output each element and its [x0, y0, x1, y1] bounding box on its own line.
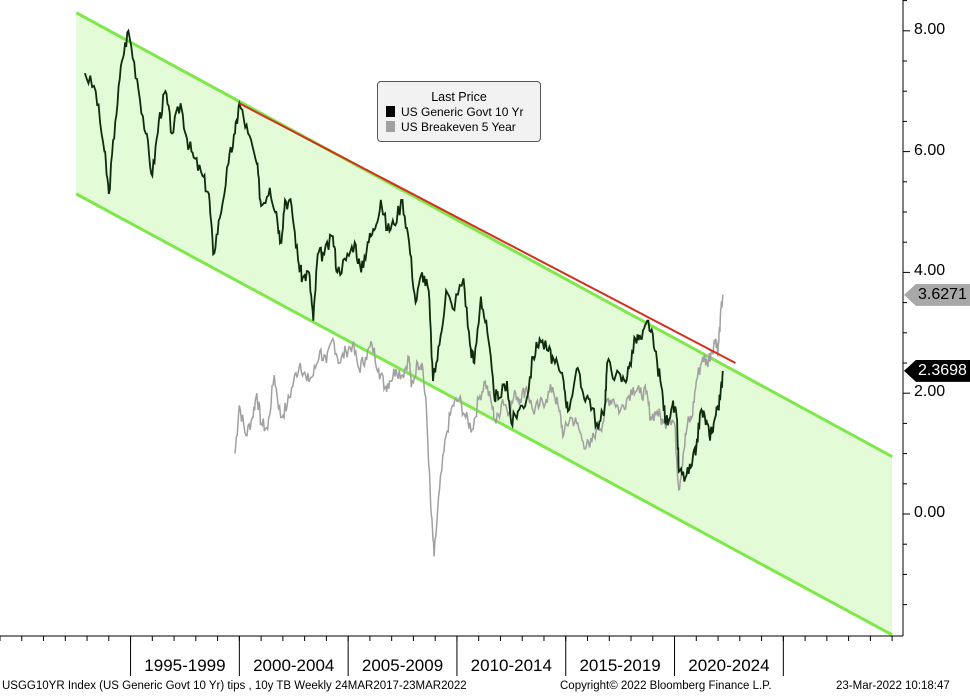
channel-upper-line — [75, 11, 893, 458]
x-category-label: 2010-2014 — [470, 656, 552, 675]
y-tick-label: 6.00 — [914, 141, 946, 159]
channel-lower-line — [75, 192, 893, 637]
x-category-label: 2020-2024 — [688, 656, 770, 675]
footer-security-info: USGG10YR Index (US Generic Govt 10 Yr) t… — [2, 680, 467, 692]
x-category-label: 2000-2004 — [253, 656, 335, 675]
footer-timestamp: 23-Mar-2022 10:18:47 — [836, 680, 950, 692]
x-category-label: 1995-1999 — [144, 656, 226, 675]
legend-swatch-breakeven — [386, 121, 395, 132]
legend-item-breakeven: US Breakeven 5 Year — [386, 119, 540, 134]
resistance-line — [238, 102, 736, 364]
legend-swatch-10yr — [386, 106, 395, 117]
chart-legend: Last Price US Generic Govt 10 Yr US Brea… — [377, 81, 541, 142]
y-tick-label: 8.00 — [914, 20, 946, 38]
y-tick-label: 0.00 — [914, 504, 946, 521]
footer-copyright: Copyright© 2022 Bloomberg Finance L.P. — [560, 680, 772, 692]
channel-fill — [76, 12, 893, 635]
legend-label-10yr: US Generic Govt 10 Yr — [401, 104, 524, 119]
legend-label-breakeven: US Breakeven 5 Year — [401, 119, 516, 134]
last-price-tag-10yr: 2.3698 — [904, 359, 970, 382]
x-category-label: 2005-2009 — [361, 656, 444, 675]
y-tick-label: 2.00 — [914, 383, 946, 401]
x-category-label: 2015-2019 — [579, 656, 661, 675]
legend-title: Last Price — [431, 90, 487, 104]
series-line-10yr — [84, 28, 724, 482]
legend-item-10yr: US Generic Govt 10 Yr — [386, 104, 540, 119]
last-price-tag-breakeven: 3.6271 — [904, 283, 970, 306]
series-line-breakeven — [234, 294, 724, 557]
y-tick-label: 4.00 — [914, 262, 946, 280]
